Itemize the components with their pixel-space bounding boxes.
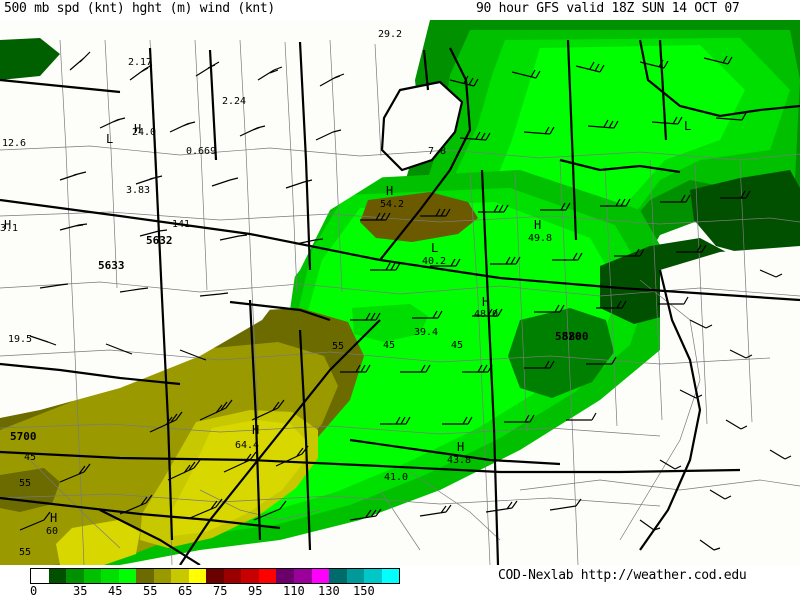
high-marker: H bbox=[4, 218, 11, 232]
height-label: 5633 bbox=[98, 259, 125, 272]
label-value: 55 bbox=[19, 478, 31, 489]
label-value: 7.8 bbox=[428, 146, 446, 157]
height-label: 5700 bbox=[10, 430, 37, 443]
label-value: 24.0 bbox=[132, 127, 156, 138]
band-30kt-east bbox=[690, 170, 800, 258]
label-value: 64.4 bbox=[235, 440, 259, 451]
colorbar-swatch-110 bbox=[293, 569, 312, 583]
label-value: 54.2 bbox=[380, 199, 404, 210]
band-65kt-core-inner bbox=[170, 420, 306, 536]
label-value: 3.83 bbox=[126, 185, 150, 196]
label-value: 55 bbox=[332, 341, 344, 352]
high-marker: H bbox=[482, 295, 489, 309]
colorbar-swatch-35 bbox=[66, 569, 84, 583]
colorbar-swatch-0 bbox=[31, 569, 49, 583]
label-value: 40.2 bbox=[422, 256, 446, 267]
label-value: 55 bbox=[19, 547, 31, 558]
colorbar-swatch-140 bbox=[346, 569, 365, 583]
label-value: 45 bbox=[24, 452, 36, 463]
colorbar-tick-55: 55 bbox=[143, 584, 158, 598]
colorbar-tick-0: 0 bbox=[30, 584, 38, 598]
colorbar-swatch-45 bbox=[101, 569, 119, 583]
band-65kt-patch-sw bbox=[56, 520, 140, 565]
colorbar-tick-130: 130 bbox=[318, 584, 340, 598]
colorbar-swatch-65 bbox=[171, 569, 189, 583]
low-marker: L bbox=[431, 241, 438, 255]
high-marker: H bbox=[134, 122, 141, 136]
map-labels: 2.17 2.24 29.2 24.0 0.669 7.8 12.6 3.83 … bbox=[0, 29, 691, 558]
label-value: 43.8 bbox=[447, 455, 471, 466]
label-value: 41.0 bbox=[384, 472, 408, 483]
height-label: 5820 bbox=[555, 330, 582, 343]
high-marker: H bbox=[50, 511, 57, 525]
label-value: 0.669 bbox=[186, 146, 216, 157]
clear-area-southeast bbox=[560, 246, 800, 565]
band-55kt-ohio-valley bbox=[360, 192, 478, 242]
colorbar-tick-95: 95 bbox=[248, 584, 263, 598]
high-marker: H bbox=[534, 218, 541, 232]
colorbar[interactable] bbox=[30, 568, 400, 584]
colorbar-swatch-90 bbox=[241, 569, 259, 583]
label-value: 48.0 bbox=[474, 309, 498, 320]
label-value: 3.1 bbox=[0, 223, 18, 234]
colorbar-tick-150: 150 bbox=[353, 584, 375, 598]
label-value: 29.2 bbox=[378, 29, 402, 40]
colorbar-swatch-55 bbox=[136, 569, 154, 583]
label-value: 12.6 bbox=[2, 138, 26, 149]
high-marker: H bbox=[386, 184, 393, 198]
label-value: 19.5 bbox=[8, 334, 32, 345]
colorbar-swatch-120 bbox=[311, 569, 330, 583]
height-label: 5632 bbox=[146, 234, 173, 247]
colorbar-swatch-30 bbox=[48, 569, 67, 583]
label-value: 2.17 bbox=[128, 57, 152, 68]
colorbar-tick-65: 65 bbox=[178, 584, 193, 598]
colorbar-tick-45: 45 bbox=[108, 584, 123, 598]
label-value: 60 bbox=[46, 526, 58, 537]
colorbar-swatch-70 bbox=[188, 569, 207, 583]
colorbar-swatch-100 bbox=[276, 569, 294, 583]
colorbar-swatch-160 bbox=[381, 569, 400, 583]
wind-barbs bbox=[19, 51, 792, 551]
high-marker: H bbox=[252, 423, 259, 437]
low-marker: L bbox=[106, 132, 113, 146]
label-value: 141 bbox=[172, 219, 190, 230]
label-value: 2.24 bbox=[222, 96, 246, 107]
colorbar-swatch-60 bbox=[153, 569, 172, 583]
colorbar-swatch-80 bbox=[223, 569, 242, 583]
colorbar-swatch-150 bbox=[364, 569, 382, 583]
map-graphic: 2.17 2.24 29.2 24.0 0.669 7.8 12.6 3.83 … bbox=[0, 20, 800, 565]
colorbar-swatch-40 bbox=[83, 569, 102, 583]
label-value: 45 bbox=[451, 340, 463, 351]
colorbar-tick-110: 110 bbox=[283, 584, 305, 598]
label-value: 49.8 bbox=[528, 233, 552, 244]
colorbar-swatch-50 bbox=[118, 569, 137, 583]
high-marker: H bbox=[457, 440, 464, 454]
colorbar-swatch-75 bbox=[206, 569, 224, 583]
colorbar-ticks: 0 35 45 55 65 75 95 110 130 150 bbox=[0, 584, 800, 600]
colorbar-tick-35: 35 bbox=[73, 584, 88, 598]
attribution-text: COD-Nexlab http://weather.cod.edu bbox=[498, 568, 747, 583]
colorbar-tick-75: 75 bbox=[213, 584, 228, 598]
model-valid-time: 90 hour GFS valid 18Z SUN 14 OCT 07 bbox=[476, 1, 740, 16]
colorbar-swatch-130 bbox=[329, 569, 347, 583]
low-marker: L bbox=[684, 119, 691, 133]
label-value: 45 bbox=[383, 340, 395, 351]
map-canvas[interactable]: 2.17 2.24 29.2 24.0 0.669 7.8 12.6 3.83 … bbox=[0, 20, 800, 565]
geography-layer bbox=[0, 39, 800, 565]
label-value: 39.4 bbox=[414, 327, 438, 338]
band-30kt-nw-corner bbox=[0, 38, 60, 80]
colorbar-swatch-95 bbox=[258, 569, 277, 583]
product-title: 500 mb spd (knt) hght (m) wind (knt) bbox=[4, 1, 275, 16]
state-borders bbox=[0, 39, 800, 565]
band-35kt-appalachian bbox=[508, 308, 614, 398]
height-label: 5800 bbox=[562, 330, 589, 343]
map-header: 500 mb spd (knt) hght (m) wind (knt) 90 … bbox=[0, 0, 800, 20]
band-55kt-sw-corner bbox=[0, 468, 60, 512]
band-inner-patch-central bbox=[352, 304, 428, 342]
colorbar-legend: 0 35 45 55 65 75 95 110 130 150 COD-Nexlab http:/… bbox=[0, 565, 800, 600]
